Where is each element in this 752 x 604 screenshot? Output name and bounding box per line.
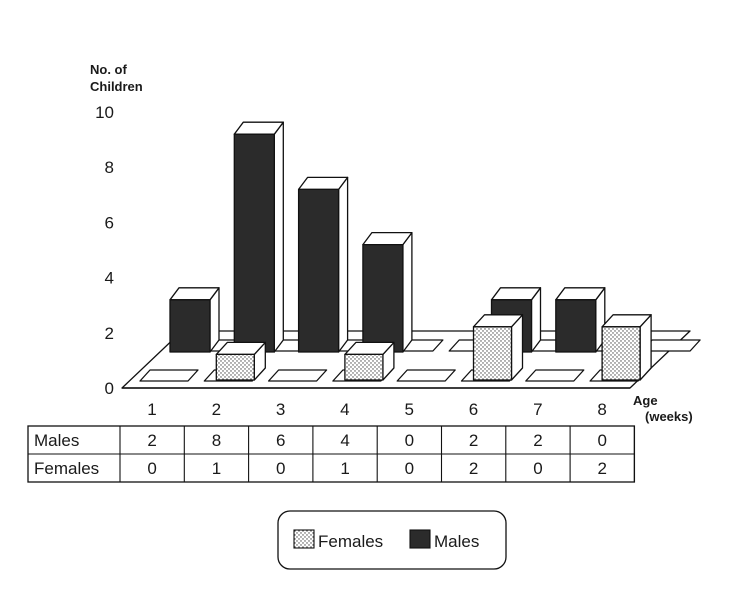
legend <box>277 510 507 570</box>
female-bar <box>215 341 266 381</box>
male-bar-front <box>297 188 340 353</box>
table-cell: 2 <box>469 459 478 478</box>
male-bar-top <box>362 231 413 246</box>
table-cell: 0 <box>533 459 542 478</box>
y-tick-label: 8 <box>105 158 114 177</box>
female-bar <box>601 314 652 381</box>
x-tick-label: 2 <box>212 400 221 419</box>
table-row-label: Females <box>34 459 99 478</box>
female-bar-front <box>344 353 384 381</box>
female-bar-front <box>472 326 513 381</box>
male-bar <box>555 287 606 353</box>
floor-cell-front <box>139 369 199 382</box>
male-bar-side <box>402 231 413 353</box>
male-bar-side <box>273 121 284 353</box>
table-row-label: Males <box>34 431 79 450</box>
female-bar <box>472 314 524 381</box>
y-tick-label: 6 <box>105 213 114 232</box>
x-tick-label: 6 <box>469 400 478 419</box>
table-cell: 0 <box>147 459 156 478</box>
male-bar <box>362 231 413 353</box>
y-tick-label: 0 <box>105 379 114 398</box>
female-bar <box>344 341 395 381</box>
floor-cell-front <box>267 369 328 382</box>
male-bar-top <box>233 121 284 135</box>
x-tick-label: 3 <box>276 400 285 419</box>
x-tick-label: 7 <box>533 400 542 419</box>
y-tick-label: 10 <box>95 103 114 122</box>
table-cell: 1 <box>340 459 349 478</box>
table-cell: 0 <box>405 431 414 450</box>
x-tick-label: 8 <box>597 400 606 419</box>
male-bar-top <box>490 287 542 301</box>
male-bar <box>297 176 349 353</box>
female-bar-front <box>215 353 255 381</box>
table-cell: 6 <box>276 431 285 450</box>
table-cell: 2 <box>469 431 478 450</box>
table-cell: 8 <box>212 431 221 450</box>
floor-cell-front <box>525 369 585 382</box>
male-bar-front <box>233 133 275 353</box>
y-axis-label-line2: Children <box>90 79 143 94</box>
male-bar-top <box>297 176 349 191</box>
x-tick-label: 5 <box>404 400 413 419</box>
x-axis-label-line2: (weeks) <box>645 409 693 424</box>
female-bar-front <box>601 326 641 381</box>
y-axis-label: No. of <box>90 62 127 77</box>
male-bar-side <box>337 176 349 353</box>
table-cell: 4 <box>340 431 349 450</box>
legend-swatch <box>293 529 315 549</box>
x-tick-label: 1 <box>147 400 156 419</box>
table-cell: 0 <box>598 431 607 450</box>
y-tick-label: 2 <box>105 324 114 343</box>
male-bar-front <box>555 299 597 353</box>
table-cell: 2 <box>533 431 542 450</box>
male-bar-front <box>169 299 211 353</box>
y-tick-label: 4 <box>105 269 114 288</box>
table-cell: 0 <box>276 459 285 478</box>
x-axis-label: Age <box>633 393 658 408</box>
legend-swatch <box>409 529 431 549</box>
legend-label: Males <box>434 532 479 551</box>
male-bar <box>169 287 220 353</box>
male-bar-front <box>362 243 404 353</box>
male-bar <box>233 121 284 353</box>
table-cell: 0 <box>405 459 414 478</box>
x-tick-label: 4 <box>340 400 349 419</box>
male-bar-top <box>169 287 220 301</box>
male-bar-top <box>555 287 606 301</box>
table-cell: 2 <box>598 459 607 478</box>
table-cell: 2 <box>147 431 156 450</box>
floor-cell-front <box>396 369 456 382</box>
table-cell: 1 <box>212 459 221 478</box>
legend-label: Females <box>318 532 383 551</box>
